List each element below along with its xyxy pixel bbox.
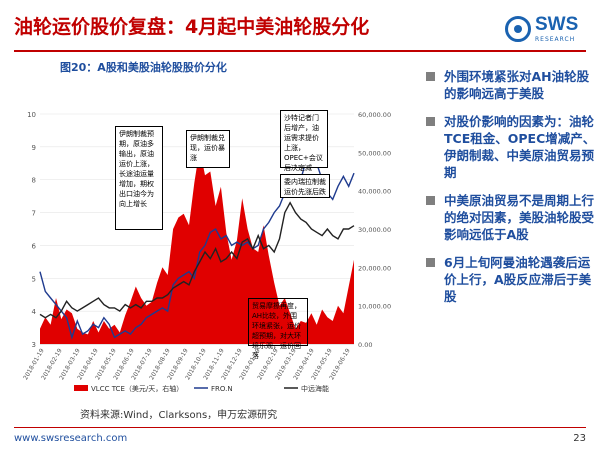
title-divider [14, 50, 586, 52]
bullet-list: 外围环境紧张对AH油轮股的影响远高于美股 对股价影响的因素为：油轮TCE租金、O… [426, 68, 596, 316]
y-right-tick-label: 40,000.00 [358, 188, 391, 196]
annotation-saudi-opec: 沙特记者门后增产，油运需求提价上涨，OPEC+会议后决定减产，运价暴跌回落 [280, 110, 328, 192]
series-line-cosco [39, 201, 355, 319]
bullet-text: 外围环境紧张对AH油轮股的影响远高于美股 [444, 69, 590, 101]
y-right-tick-label: 0.00 [358, 341, 372, 349]
footer-divider [14, 427, 586, 428]
price-chart: 3 4 5 6 7 8 9 10 0.00 10,000.00 20,000.00 30,000.00… [22, 111, 391, 393]
y-left-tick-label: 9 [32, 144, 36, 152]
bullet-item: 中美原油贸易不是周期上行的绝对因素，美股油轮股受影响远低于A股 [426, 192, 596, 243]
y-left-tick-label: 4 [32, 308, 37, 316]
y-right-tick-label: 10,000.00 [358, 303, 391, 311]
series-area-vlcc-tce [40, 148, 354, 344]
annotation-venezuela: 委内瑞拉制裁运价先涨后跌 [280, 174, 330, 198]
y-left-tick-label: 6 [32, 242, 37, 250]
sws-logo: SWS RESEARCH [505, 12, 593, 56]
page-number: 23 [573, 433, 586, 444]
y-left-tick-label: 8 [32, 177, 36, 185]
logo-text: SWS [535, 14, 579, 35]
annotation-iran-sanction: 伊朗制裁兑现，运价暴涨 [186, 130, 230, 168]
y-right-tick-label: 20,000.00 [358, 264, 391, 272]
annotation-trade-friction: 贸易摩擦再度，AH比较，外围环境紧张，运价超预期，对大环境乐观，运价回落 [248, 298, 308, 360]
bullet-text: 6月上旬阿曼油轮遇袭后运价上行，A股反应滞后于美股 [444, 255, 592, 304]
logo-mark-icon [505, 16, 531, 42]
bullet-text: 中美原油贸易不是周期上行的绝对因素，美股油轮股受影响远低于A股 [444, 193, 595, 242]
logo-subtext: RESEARCH [535, 36, 576, 43]
square-bullet-icon [426, 196, 435, 205]
bullet-item: 6月上旬阿曼油轮遇袭后运价上行，A股反应滞后于美股 [426, 254, 596, 305]
y-left-tick-label: 7 [32, 210, 36, 218]
bullet-item: 对股价影响的因素为：油轮TCE租金、OPEC增减产、伊朗制裁、中美原油贸易预期 [426, 113, 596, 181]
square-bullet-icon [426, 72, 435, 81]
legend-label: FRO.N [211, 385, 233, 393]
y-left-tick-label: 5 [32, 275, 36, 283]
y-left-tick-label: 10 [27, 111, 36, 119]
footer-url[interactable]: www.swsresearch.com [14, 433, 128, 444]
bullet-item: 外围环境紧张对AH油轮股的影响远高于美股 [426, 68, 596, 102]
y-left-tick-label: 3 [32, 341, 36, 349]
legend-label: 中远海能 [301, 384, 329, 393]
figure-title: 图20：A股和美股油轮股股价分化 [60, 61, 227, 74]
y-right-tick-label: 50,000.00 [358, 149, 391, 157]
legend-swatch [74, 385, 88, 391]
square-bullet-icon [426, 258, 435, 267]
square-bullet-icon [426, 117, 435, 126]
source-note: 资料来源:Wind，Clarksons，申万宏源研究 [80, 410, 278, 421]
legend-label: VLCC TCE（美元/天，右轴） [91, 384, 183, 393]
annotation-iran-expectation: 伊朗制裁预期，原油多输出，原油运价上涨，长途油运量增加，期权出口油今为向上增长 [115, 126, 163, 230]
y-right-tick-label: 60,000.00 [358, 111, 391, 119]
bullet-text: 对股价影响的因素为：油轮TCE租金、OPEC增减产、伊朗制裁、中美原油贸易预期 [444, 114, 596, 180]
page-title: 油轮运价股价复盘：4月起中美油轮股分化 [14, 16, 370, 38]
y-right-tick-label: 30,000.00 [358, 226, 391, 234]
